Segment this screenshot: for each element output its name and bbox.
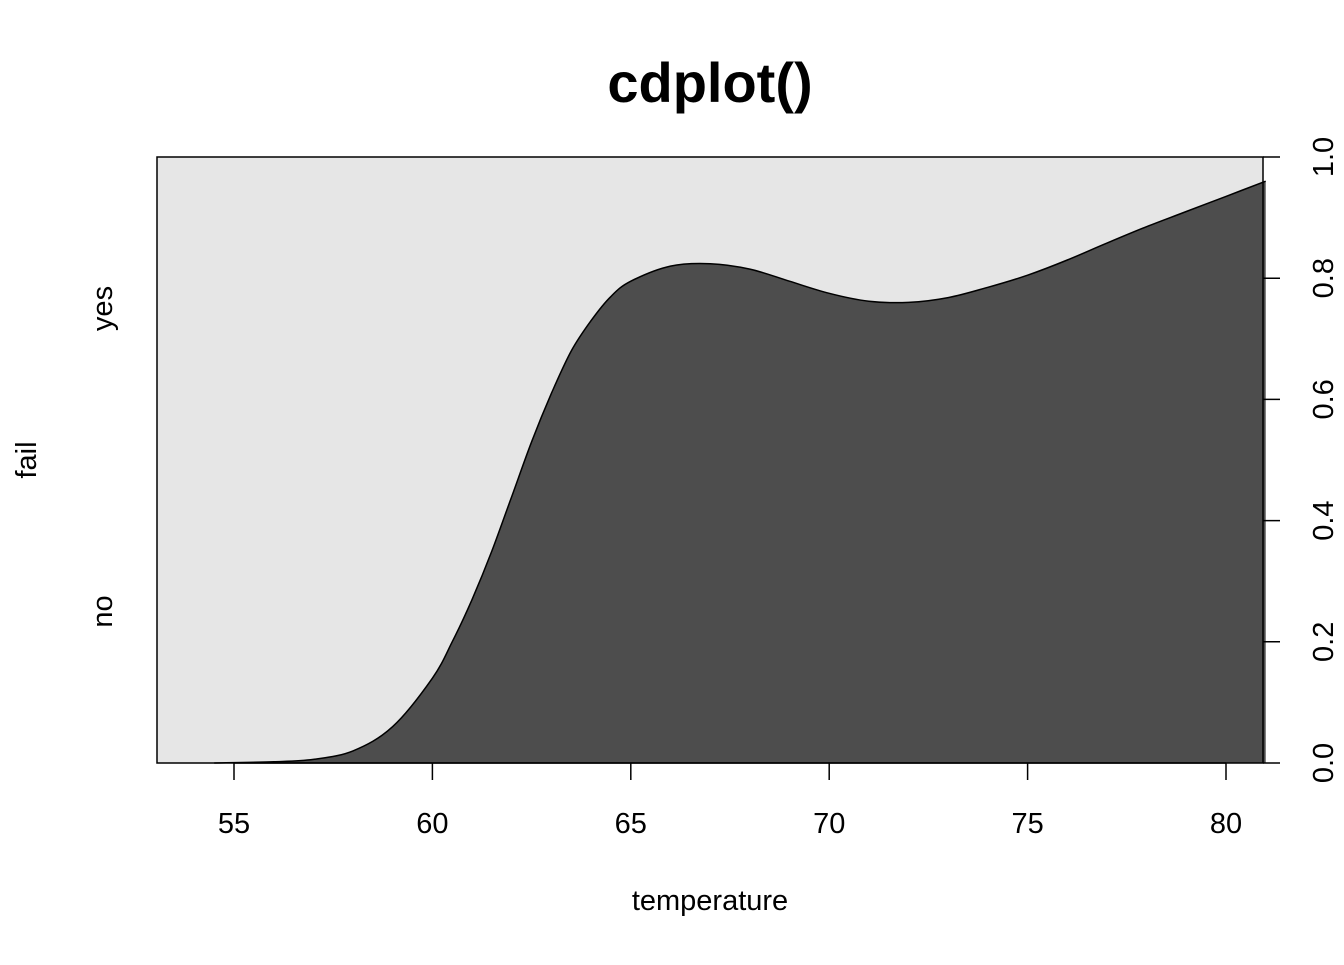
category-label-no: no xyxy=(87,595,119,627)
series-no-area xyxy=(214,181,1266,763)
x-tick-label-80: 80 xyxy=(1210,808,1242,840)
x-axis-label: temperature xyxy=(632,885,788,917)
plot-area xyxy=(157,157,1266,764)
density-curve xyxy=(214,180,1266,764)
y-tick-label-0.0: 0.0 xyxy=(1308,743,1340,783)
y-tick-label-1.0: 1.0 xyxy=(1308,137,1340,177)
y-tick-label-0.2: 0.2 xyxy=(1308,622,1340,662)
y-axis-label: fail xyxy=(11,441,43,478)
chart-title: cdplot() xyxy=(607,51,812,114)
y-tick-label-0.8: 0.8 xyxy=(1308,258,1340,298)
y-tick-label-0.4: 0.4 xyxy=(1308,500,1340,540)
axes: 55 60 65 70 75 80 0.0 0.2 0.4 0.6 0.8 1.0 no yes xyxy=(87,137,1340,840)
category-label-yes: yes xyxy=(87,286,119,331)
y-tick-label-0.6: 0.6 xyxy=(1308,379,1340,419)
x-tick-label-55: 55 xyxy=(218,808,250,840)
x-tick-label-60: 60 xyxy=(416,808,448,840)
x-tick-label-65: 65 xyxy=(615,808,647,840)
x-tick-label-75: 75 xyxy=(1011,808,1043,840)
x-tick-label-70: 70 xyxy=(813,808,845,840)
